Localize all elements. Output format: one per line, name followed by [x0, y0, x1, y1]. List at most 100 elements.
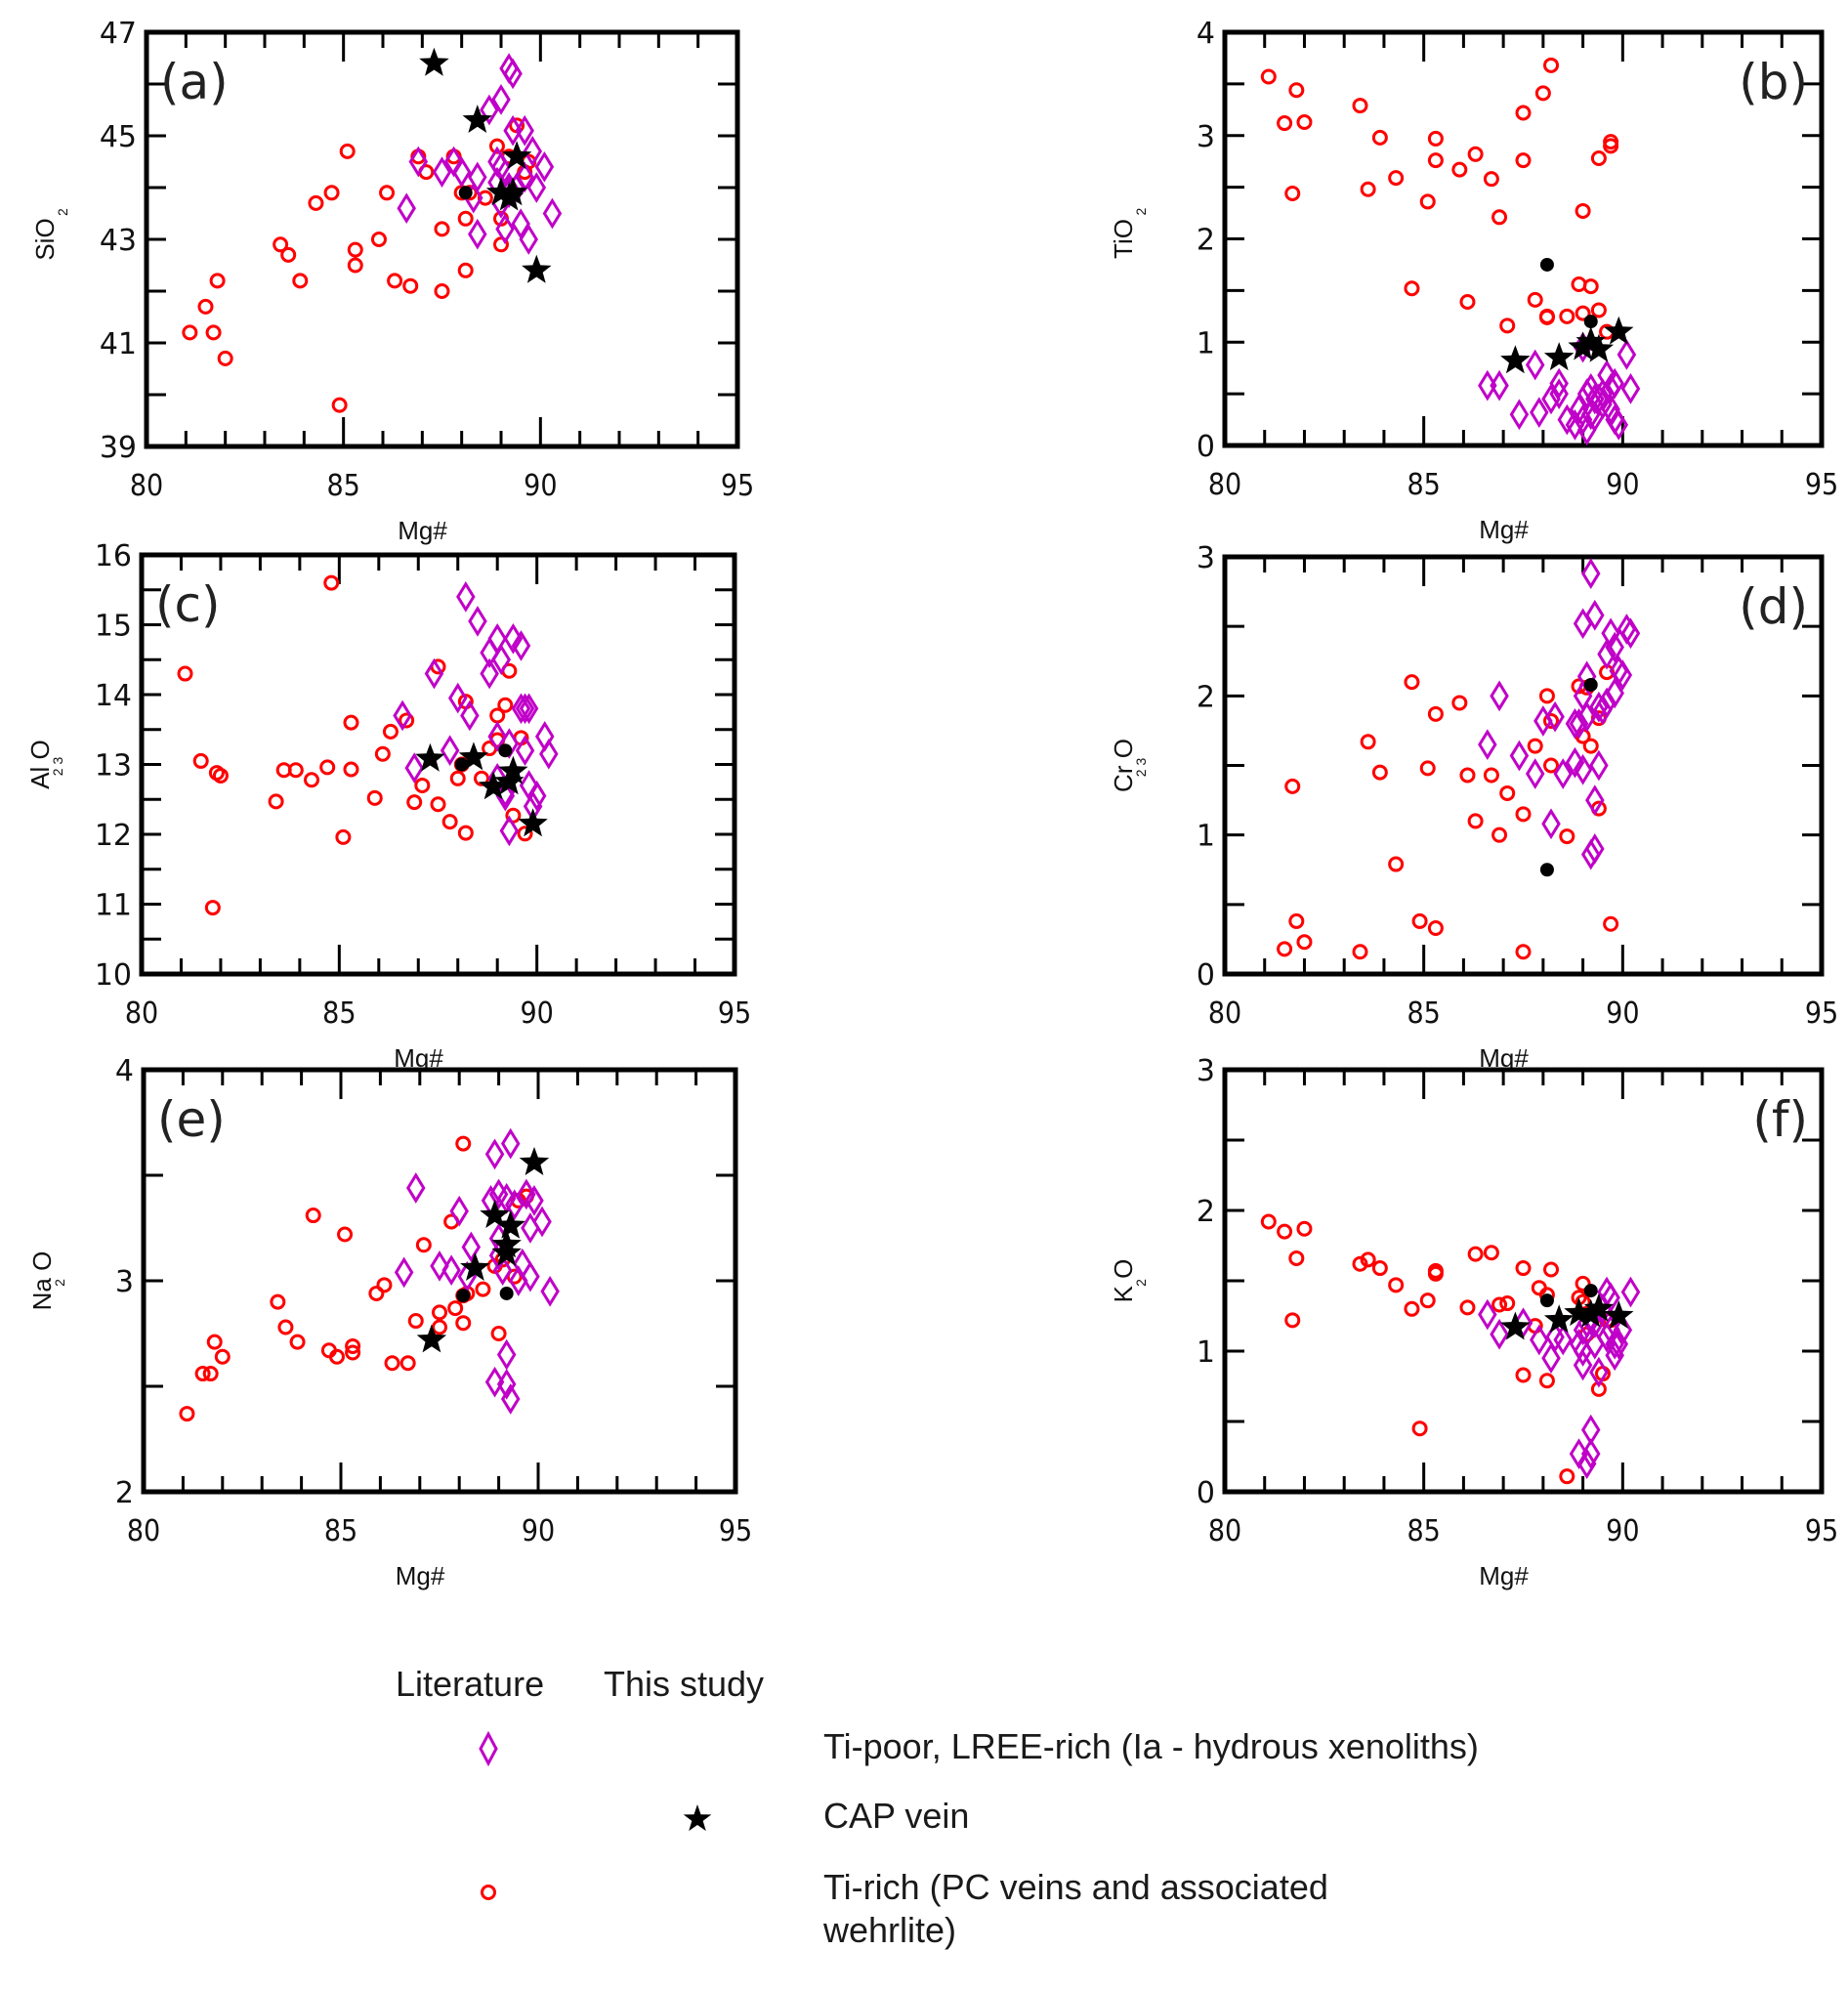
data-point-diamond: [1589, 1356, 1609, 1388]
x-axis-label: Mg#: [398, 516, 447, 545]
y-tick-label: 3: [1197, 541, 1215, 575]
data-point-circle: [1427, 705, 1444, 722]
data-point-circle: [1459, 1299, 1476, 1316]
data-point-star: [1575, 326, 1606, 356]
data-point-circle: [1527, 291, 1543, 308]
data-point-circle: [1515, 105, 1532, 121]
data-point-star: [480, 1200, 510, 1228]
data-point-star: [1583, 333, 1615, 362]
data-point-diamond: [440, 735, 460, 767]
data-point-diamond: [500, 1127, 521, 1160]
data-point-circle: [1499, 318, 1516, 334]
data-point-diamond: [540, 1275, 560, 1307]
data-point-diamond: [1620, 372, 1641, 404]
data-point-circle: [477, 190, 493, 206]
y-tick-label: 47: [100, 17, 137, 51]
data-point-diamond: [511, 630, 531, 661]
data-point-diamond: [1585, 784, 1605, 816]
data-point-circle: [399, 712, 415, 729]
data-point-diamond: [1580, 1438, 1601, 1469]
data-point-star: [458, 742, 489, 771]
data-point-diamond: [1525, 758, 1545, 789]
y-tick-label: 2: [1197, 1195, 1215, 1229]
data-point-diamond: [1613, 659, 1633, 691]
data-point-diamond: [1478, 729, 1497, 761]
data-point-dot: [454, 757, 469, 772]
data-point-star: [485, 177, 517, 206]
data-point-diamond: [1553, 758, 1573, 789]
y-axis-label: SiO 2: [30, 208, 70, 261]
data-point-star: [497, 177, 528, 206]
panel-label: (d): [1739, 578, 1808, 635]
data-point-circle: [430, 796, 446, 813]
data-point-circle: [1404, 1300, 1420, 1317]
data-point-diamond: [1530, 1324, 1549, 1356]
x-tick-label: 95: [719, 1514, 752, 1548]
data-point-circle: [1451, 161, 1468, 178]
data-point-diamond: [1509, 399, 1530, 431]
data-point-diamond: [515, 693, 535, 725]
data-point-diamond: [1576, 1448, 1597, 1480]
data-point-star: [501, 141, 532, 170]
data-point-circle: [1459, 767, 1476, 784]
data-point-circle: [217, 350, 233, 366]
data-point-circle: [347, 257, 363, 274]
data-point-circle: [1360, 181, 1376, 197]
data-point-circle: [343, 714, 359, 731]
data-point-circle: [1467, 146, 1484, 162]
data-point-circle: [1284, 1312, 1301, 1329]
data-point-circle: [1575, 1275, 1591, 1292]
data-point-diamond: [534, 150, 555, 183]
data-point-diamond: [504, 1189, 525, 1221]
data-point-star: [1604, 1300, 1634, 1329]
data-point-circle: [209, 273, 226, 289]
data-point-circle: [177, 665, 193, 682]
data-point-dot: [1583, 677, 1598, 692]
data-point-circle: [447, 1300, 464, 1317]
data-point-circle: [1284, 778, 1301, 794]
y-tick-label: 15: [95, 610, 132, 644]
data-point-circle: [406, 794, 423, 811]
data-point-diamond: [526, 780, 547, 812]
data-point-star: [419, 47, 449, 76]
data-point-circle: [376, 1277, 393, 1293]
data-point-circle: [194, 1366, 211, 1382]
data-point-diamond: [432, 156, 452, 188]
x-axis-label: Mg#: [1479, 1561, 1529, 1590]
y-tick-label: 2: [115, 1476, 134, 1510]
data-point-circle: [323, 185, 340, 201]
data-point-circle: [407, 1313, 424, 1330]
data-point-diamond: [523, 136, 543, 167]
data-point-circle: [1288, 912, 1305, 929]
data-point-diamond: [1545, 700, 1565, 733]
y-tick-label: 2: [1197, 224, 1215, 258]
data-point-circle: [402, 277, 419, 294]
data-point-dot: [498, 743, 513, 758]
data-point-circle: [475, 1281, 491, 1297]
data-point-circle: [1534, 85, 1551, 102]
data-point-circle: [441, 814, 458, 830]
data-point-diamond: [1576, 700, 1597, 733]
data-point-circle: [1499, 1295, 1516, 1312]
data-point-diamond: [1620, 1276, 1641, 1308]
data-point-circle: [1603, 138, 1619, 154]
data-point-circle: [280, 246, 297, 263]
data-point-circle: [270, 1293, 286, 1310]
panel-label: (b): [1739, 54, 1808, 110]
data-point-diamond: [1490, 369, 1509, 402]
panel-label: (f): [1752, 1091, 1808, 1148]
data-point-star: [416, 1324, 447, 1353]
data-point-circle: [1288, 82, 1305, 99]
data-point-dot: [458, 186, 473, 200]
data-point-circle: [384, 1355, 400, 1372]
data-point-circle: [1388, 170, 1405, 187]
x-axis-label: Mg#: [396, 1561, 445, 1590]
data-point-diamond: [519, 224, 538, 255]
data-point-circle: [497, 697, 514, 713]
data-point-diamond: [521, 1260, 540, 1293]
data-point-circle: [304, 772, 320, 788]
data-point-circle: [1277, 1223, 1293, 1240]
data-point-diamond: [1593, 378, 1613, 409]
data-point-circle: [1559, 308, 1575, 324]
y-tick-label: 13: [95, 749, 132, 784]
